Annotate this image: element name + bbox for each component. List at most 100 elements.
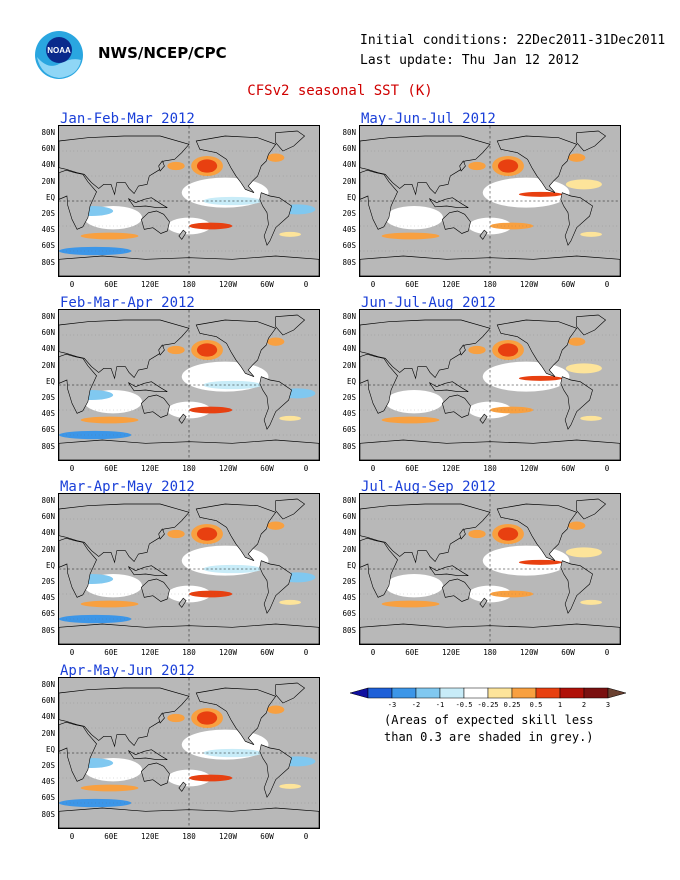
noaa-logo-text: NOAA bbox=[47, 46, 71, 55]
sst-map bbox=[59, 310, 319, 460]
lat-tick-label: 60S bbox=[41, 425, 55, 435]
lat-tick-label: EQ bbox=[346, 376, 356, 386]
lat-tick-label: 60S bbox=[342, 241, 356, 251]
legend-labels: -3 -2 -1 -0.5 -0.25 0.25 0.5 1 2 3 bbox=[350, 701, 630, 711]
lon-tick-label: 60W bbox=[260, 280, 274, 289]
lat-tick-label: EQ bbox=[45, 192, 55, 202]
lon-tick-label: 180 bbox=[182, 464, 196, 473]
lat-tick-label: 40N bbox=[41, 528, 55, 538]
lon-tick-label: 0 bbox=[303, 832, 309, 841]
legend-tick-label: 1 bbox=[557, 701, 563, 709]
lon-tick-label: 60E bbox=[405, 280, 419, 289]
legend-tick-label: -3 bbox=[387, 701, 397, 709]
lat-tick-label: 20N bbox=[342, 544, 356, 554]
lat-tick-label: 40N bbox=[342, 160, 356, 170]
lon-tick-label: 120W bbox=[218, 832, 238, 841]
lat-tick-label: 40N bbox=[342, 344, 356, 354]
lat-tick-label: 60N bbox=[41, 512, 55, 522]
lat-tick-label: EQ bbox=[346, 560, 356, 570]
lat-tick-label: EQ bbox=[45, 560, 55, 570]
lat-tick-label: 40N bbox=[41, 712, 55, 722]
lon-tick-label: 0 bbox=[370, 464, 376, 473]
panel-title: May-Jun-Jul 2012 bbox=[361, 111, 496, 127]
lon-tick-label: 60W bbox=[260, 464, 274, 473]
lon-tick-label: 60W bbox=[561, 648, 575, 657]
lon-tick-label: 60W bbox=[260, 648, 274, 657]
sst-map bbox=[59, 678, 319, 828]
sst-map-panel bbox=[359, 309, 621, 461]
lon-tick-label: 0 bbox=[303, 280, 309, 289]
lat-tick-label: 80N bbox=[342, 128, 356, 137]
lat-tick-label: EQ bbox=[45, 744, 55, 754]
lat-tick-label: 20S bbox=[342, 209, 356, 218]
lon-tick-label: 0 bbox=[69, 280, 75, 289]
legend-swatch bbox=[439, 687, 465, 699]
lon-tick-label: 120E bbox=[441, 280, 461, 289]
legend-tick-label: -1 bbox=[435, 701, 445, 709]
lat-tick-label: 20N bbox=[342, 176, 356, 186]
lat-tick-label: 20S bbox=[41, 761, 55, 770]
lat-tick-label: 40N bbox=[41, 160, 55, 170]
lon-tick-label: 120E bbox=[140, 832, 160, 841]
lat-tick-label: 60N bbox=[342, 328, 356, 338]
lat-tick-label: 60N bbox=[41, 328, 55, 338]
lat-tick-label: 20N bbox=[41, 544, 55, 554]
sst-map-panel bbox=[58, 125, 320, 277]
lat-tick-label: 60S bbox=[41, 793, 55, 803]
lon-tick-label: 0 bbox=[69, 648, 75, 657]
lon-tick-label: 0 bbox=[604, 648, 610, 657]
lat-tick-label: 80N bbox=[342, 496, 356, 505]
sst-map-panel bbox=[58, 677, 320, 829]
lat-tick-label: 60S bbox=[41, 241, 55, 251]
page-title: CFSv2 seasonal SST (K) bbox=[247, 83, 433, 99]
lat-tick-label: 80S bbox=[41, 625, 55, 635]
lat-tick-label: 20N bbox=[41, 360, 55, 370]
lon-tick-label: 180 bbox=[182, 280, 196, 289]
lat-tick-label: 40N bbox=[41, 344, 55, 354]
lon-tick-label: 120W bbox=[218, 648, 238, 657]
legend-swatch bbox=[367, 687, 393, 699]
legend-tick-label: -0.25 bbox=[477, 701, 499, 709]
lon-tick-label: 120E bbox=[441, 464, 461, 473]
lon-tick-label: 60E bbox=[104, 832, 118, 841]
panel-title: Feb-Mar-Apr 2012 bbox=[60, 295, 195, 311]
lon-tick-label: 180 bbox=[182, 648, 196, 657]
lon-tick-label: 60W bbox=[561, 464, 575, 473]
lon-tick-label: 0 bbox=[370, 648, 376, 657]
lat-tick-label: 80N bbox=[41, 128, 55, 137]
lat-tick-label: 80S bbox=[41, 257, 55, 267]
sst-map-panel bbox=[359, 125, 621, 277]
legend-tick-label: -2 bbox=[411, 701, 421, 709]
lat-tick-label: 60S bbox=[342, 609, 356, 619]
lat-tick-label: 40S bbox=[41, 225, 55, 235]
lat-tick-label: 20S bbox=[41, 577, 55, 586]
lon-tick-label: 180 bbox=[483, 648, 497, 657]
lat-tick-label: EQ bbox=[346, 192, 356, 202]
lon-tick-label: 120E bbox=[140, 648, 160, 657]
lat-tick-label: 40S bbox=[342, 225, 356, 235]
lat-tick-label: 40S bbox=[41, 593, 55, 603]
sst-map bbox=[360, 494, 620, 644]
lon-tick-label: 0 bbox=[303, 648, 309, 657]
lon-tick-label: 60E bbox=[405, 464, 419, 473]
lon-tick-label: 0 bbox=[69, 832, 75, 841]
lat-tick-label: EQ bbox=[45, 376, 55, 386]
lon-tick-label: 0 bbox=[303, 464, 309, 473]
panel-title: Apr-May-Jun 2012 bbox=[60, 663, 195, 679]
legend-swatch bbox=[511, 687, 537, 699]
lon-tick-label: 120E bbox=[441, 648, 461, 657]
lat-tick-label: 80S bbox=[342, 257, 356, 267]
lon-tick-label: 120W bbox=[519, 648, 539, 657]
lon-tick-label: 120W bbox=[218, 280, 238, 289]
legend-note-line2: than 0.3 are shaded in grey.) bbox=[384, 730, 594, 744]
lat-tick-label: 20N bbox=[41, 728, 55, 738]
lat-tick-label: 20N bbox=[41, 176, 55, 186]
lat-tick-label: 80S bbox=[342, 441, 356, 451]
sst-map bbox=[59, 126, 319, 276]
legend-tick-label: 2 bbox=[581, 701, 587, 709]
lon-tick-label: 120E bbox=[140, 464, 160, 473]
lon-tick-label: 0 bbox=[604, 464, 610, 473]
lat-tick-label: 60N bbox=[342, 144, 356, 154]
legend-swatch bbox=[463, 687, 489, 699]
sst-map bbox=[59, 494, 319, 644]
